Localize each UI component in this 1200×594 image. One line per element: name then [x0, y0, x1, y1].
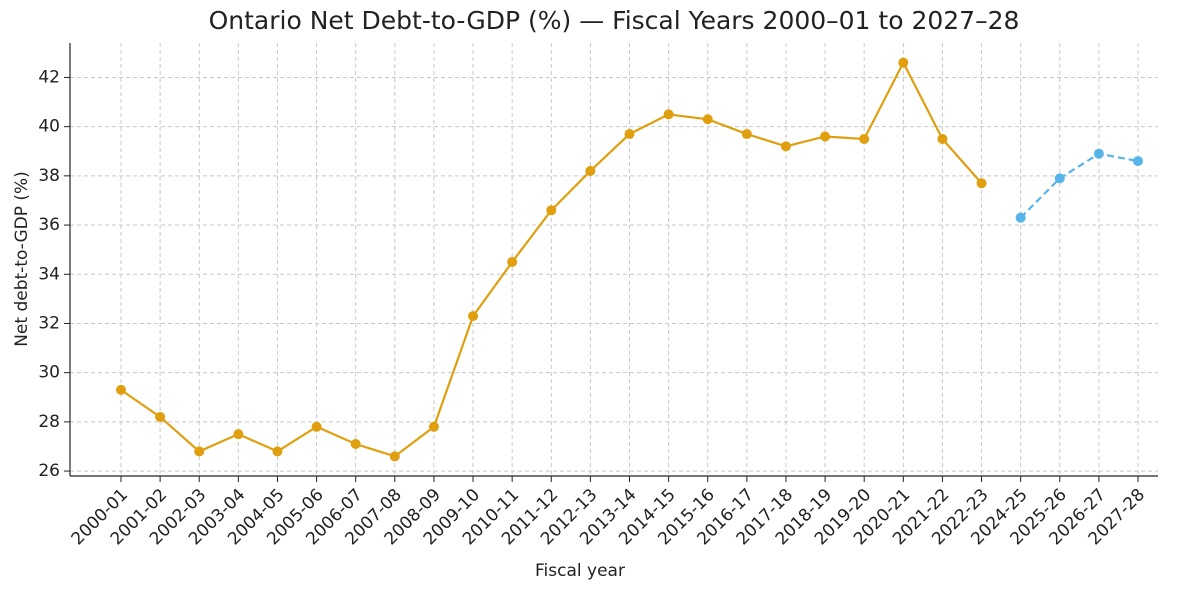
x-axis-label: Fiscal year: [535, 561, 625, 581]
point: [976, 178, 987, 189]
point: [741, 129, 752, 140]
y-tick-label: 32: [38, 313, 60, 333]
y-tick-label: 38: [38, 166, 60, 186]
point: [546, 205, 557, 216]
point: [155, 411, 166, 422]
point: [624, 129, 635, 140]
point: [311, 421, 322, 432]
point: [116, 384, 126, 395]
y-tick-label: 26: [38, 461, 60, 481]
point: [780, 141, 791, 152]
point: [1133, 156, 1143, 167]
point: [1054, 173, 1065, 184]
point: [350, 439, 361, 450]
point: [468, 311, 479, 322]
y-tick-label: 30: [38, 363, 60, 383]
chart-title: Ontario Net Debt-to-GDP (%) — Fiscal Yea…: [209, 6, 1020, 35]
point: [1015, 212, 1026, 223]
point: [859, 133, 870, 144]
y-tick-label: 34: [38, 264, 60, 284]
y-tick-label: 40: [38, 117, 60, 137]
point: [272, 446, 283, 457]
y-tick-label: 36: [38, 215, 60, 235]
point: [702, 114, 713, 125]
point: [663, 109, 674, 120]
series-line: [1019, 152, 1139, 219]
point: [428, 421, 439, 432]
point: [898, 57, 909, 68]
y-tick-label: 42: [38, 67, 60, 87]
grid: [70, 43, 1158, 476]
point: [937, 133, 948, 144]
point: [507, 256, 518, 267]
y-tick-label: 28: [38, 412, 60, 432]
y-axis-label: Net debt-to-GDP (%): [12, 171, 32, 347]
point: [194, 446, 205, 457]
point: [820, 131, 831, 142]
point: [1093, 148, 1104, 159]
point: [389, 451, 400, 462]
point: [233, 429, 244, 440]
point: [585, 165, 596, 176]
